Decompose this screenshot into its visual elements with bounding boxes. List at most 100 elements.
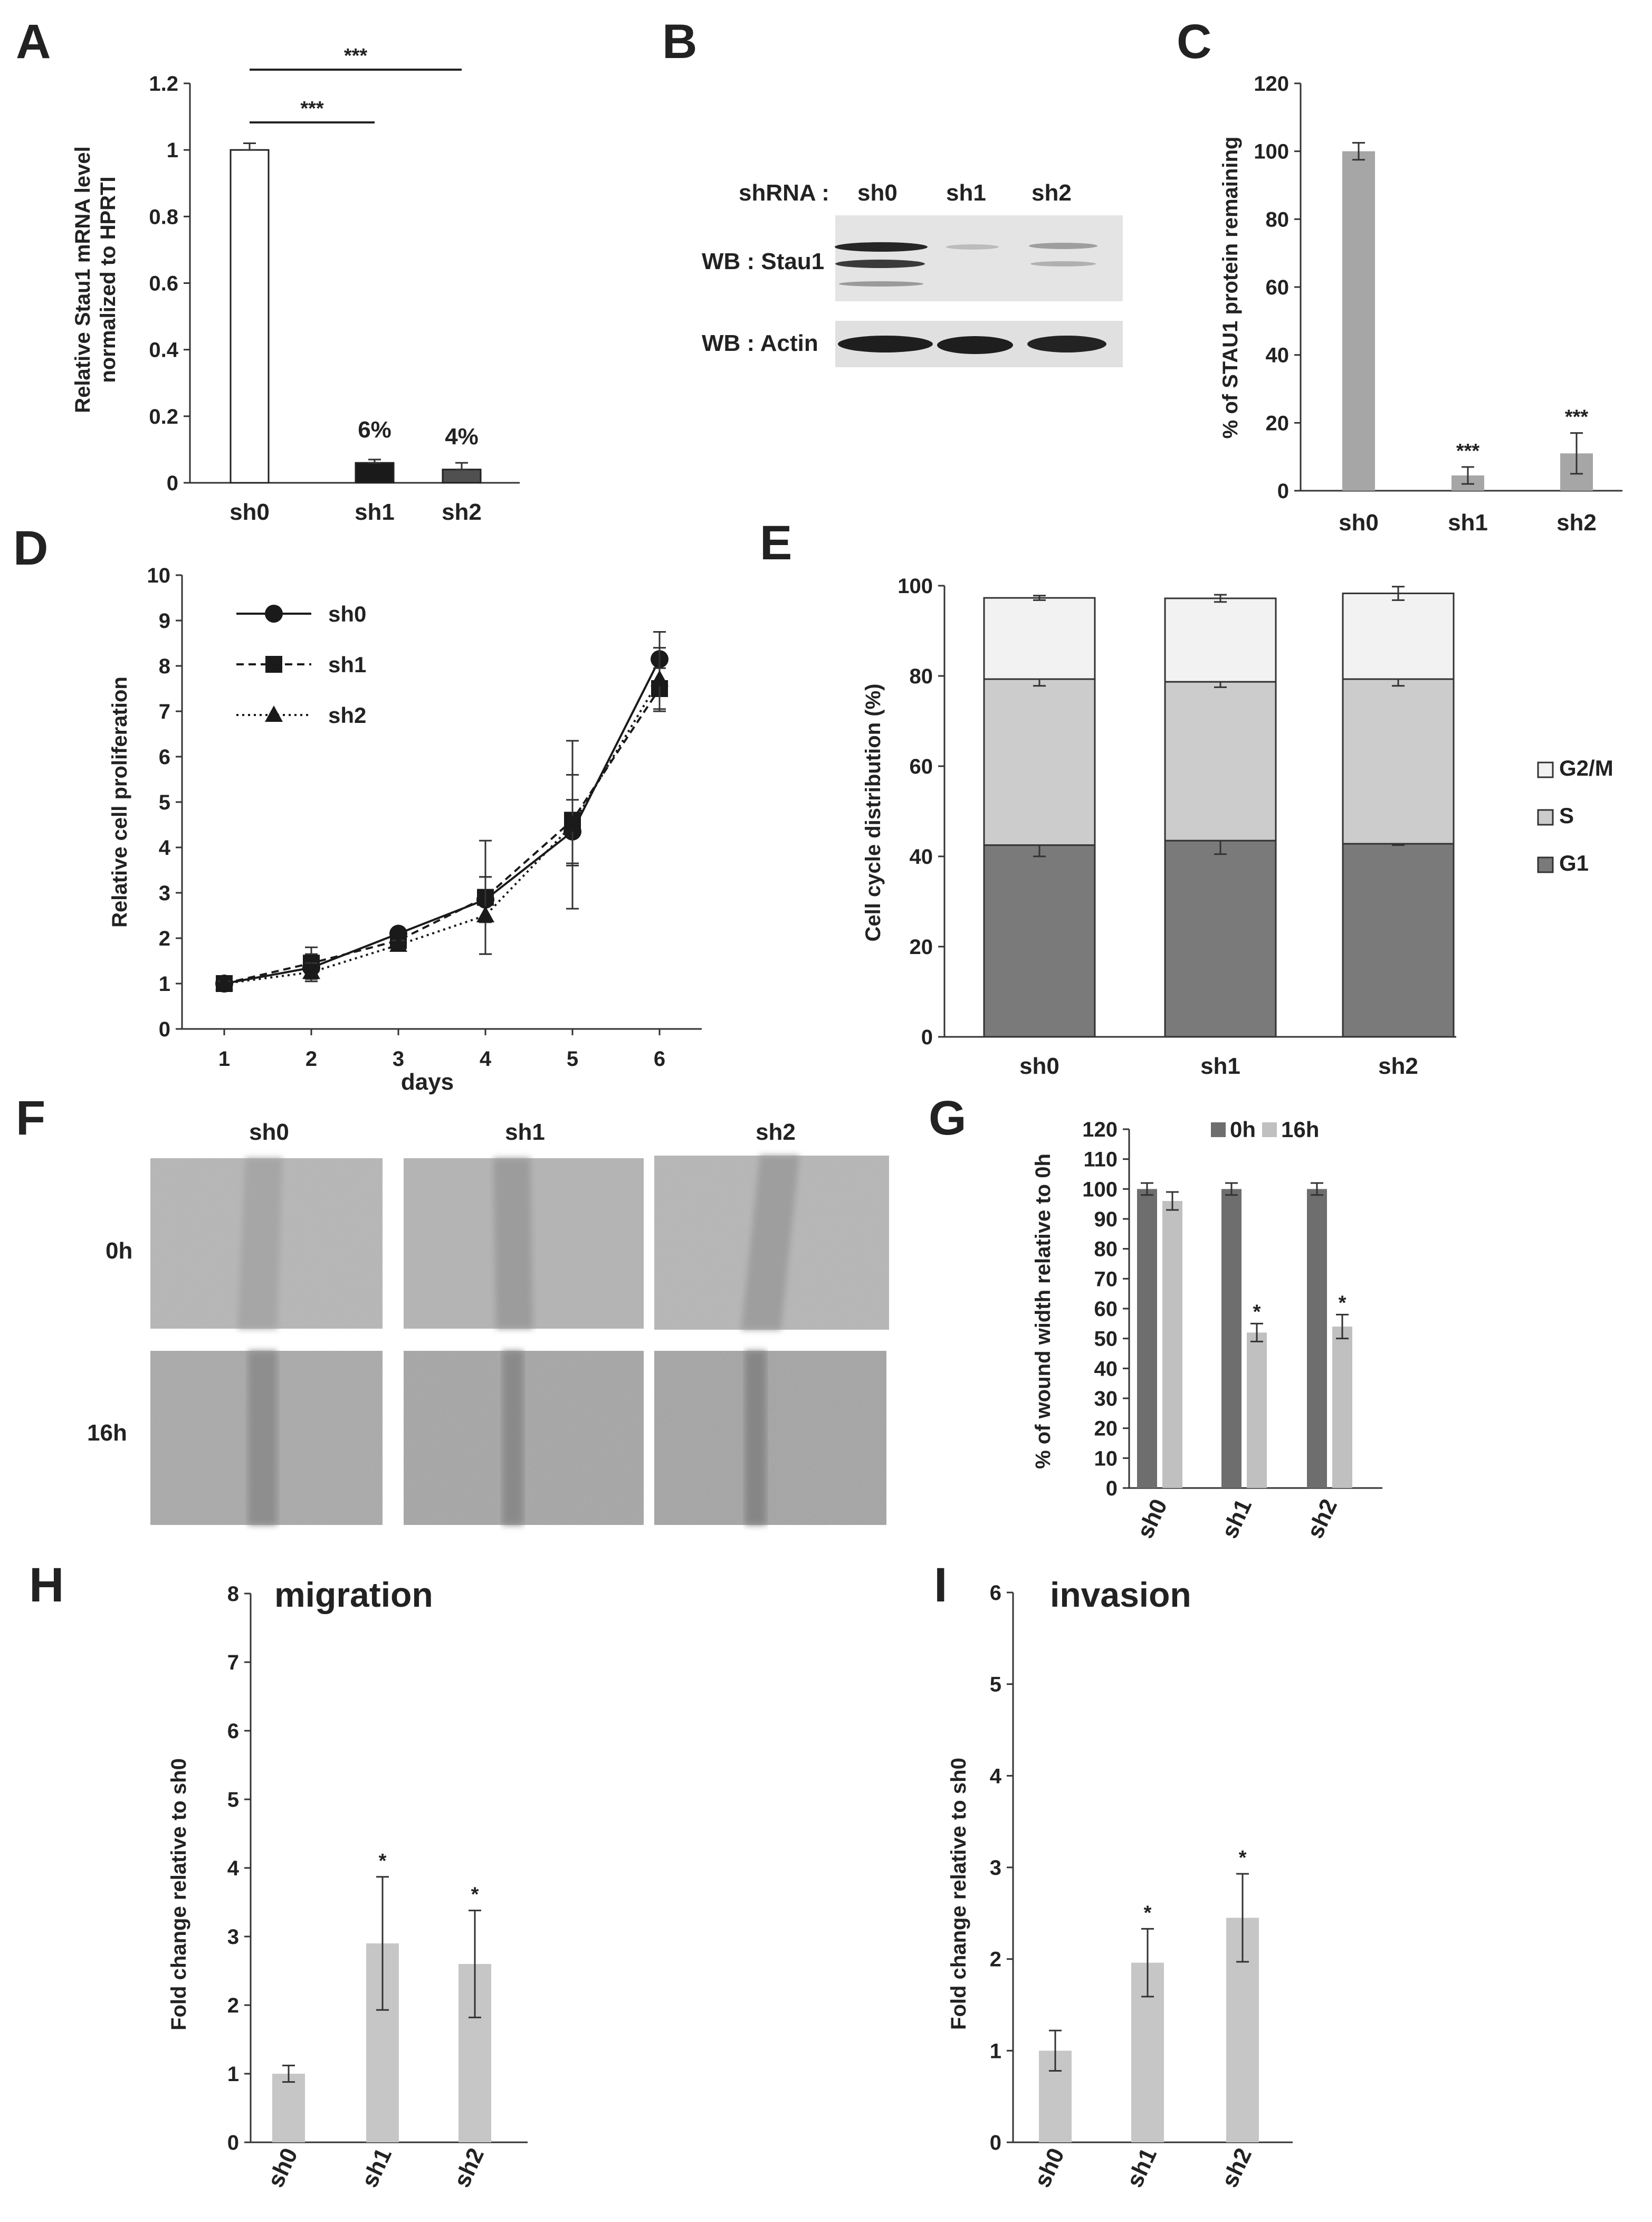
g-y-tick-label: 100 <box>1082 1178 1118 1201</box>
chart-d: 0 1 2 3 4 5 6 7 8 9 10 Relative cell proliferation 1… <box>108 564 702 1095</box>
d-y-tick-label: 5 <box>159 791 170 814</box>
d-legend-marker-sh0 <box>265 605 283 623</box>
d-x-tick-label: 4 <box>480 1047 492 1071</box>
micrograph-sh1-16h <box>404 1351 644 1525</box>
d-y-tick-label: 0 <box>159 1018 170 1041</box>
i-y-tick-label: 2 <box>990 1948 1001 1971</box>
g-x-tick-label: sh2 <box>1302 1495 1342 1542</box>
g-y-tick-label: 70 <box>1094 1267 1118 1291</box>
e-legend-swatch <box>1537 761 1554 778</box>
h-y-tick-label: 4 <box>227 1857 240 1880</box>
a-y-tick-label: 0.8 <box>149 205 178 228</box>
g-y-tick-label: 50 <box>1094 1328 1118 1351</box>
c-x-tick-label: sh0 <box>1339 510 1379 536</box>
d-legend-label: sh0 <box>328 602 366 626</box>
h-significance-label: * <box>379 1850 387 1872</box>
panel-letter-f: F <box>16 1091 45 1145</box>
d-point-sh2 <box>302 962 320 979</box>
i-y-tick-label: 6 <box>990 1581 1001 1605</box>
panel-letter-g: G <box>929 1091 967 1145</box>
d-legend-label: sh1 <box>328 652 366 677</box>
a-y-axis-label: Relative Stau1 mRNA level <box>71 146 94 413</box>
g-bar-0h-sh0 <box>1137 1189 1157 1488</box>
h-y-axis-label: Fold change relative to sh0 <box>167 1758 190 2030</box>
c-y-tick-label: 40 <box>1266 344 1290 367</box>
e-segment-G2/M <box>1164 597 1277 683</box>
d-x-tick-label: 5 <box>567 1047 578 1071</box>
panel-letter-e: E <box>760 516 792 570</box>
a-bar-sh0 <box>230 149 270 484</box>
h-x-tick-label: sh1 <box>357 2144 397 2191</box>
micro-col-sh2: sh2 <box>756 1119 796 1145</box>
c-y-tick-label: 0 <box>1277 480 1289 503</box>
i-y-tick-label: 0 <box>990 2131 1001 2154</box>
blot-actin-band-sh0 <box>838 336 933 352</box>
d-point-sh2 <box>476 906 494 922</box>
panel-letter-d: D <box>13 521 48 575</box>
blot-stau1-membrane <box>835 215 1123 301</box>
a-y-tick-label: 0.2 <box>149 405 178 428</box>
micrograph-sh2-16h <box>654 1351 886 1525</box>
e-y-tick-label: 60 <box>910 755 933 778</box>
micrograph-sh0-16h <box>150 1351 383 1525</box>
i-y-tick-label: 1 <box>990 2039 1001 2063</box>
i-y-tick-label: 5 <box>990 1673 1001 1696</box>
c-y-tick-label: 120 <box>1254 72 1289 96</box>
a-x-tick-label: sh0 <box>230 499 270 525</box>
d-y-tick-label: 3 <box>159 882 170 905</box>
micrograph-sh1-0h <box>404 1158 644 1329</box>
g-legend-label: 0h <box>1230 1117 1256 1142</box>
h-chart-title: migration <box>274 1575 433 1614</box>
c-y-tick-label: 60 <box>1266 276 1290 299</box>
d-y-tick-label: 6 <box>159 746 170 769</box>
h-significance-label: * <box>471 1884 479 1906</box>
blot-actin-band-sh2 <box>1027 336 1106 352</box>
i-significance-label: * <box>1144 1902 1152 1924</box>
panel-b-western-blot: shRNA : sh0 sh1 sh2 WB : Stau1 WB : Acti… <box>702 180 1123 367</box>
g-y-tick-label: 90 <box>1094 1208 1118 1231</box>
d-y-tick-label: 1 <box>159 972 170 996</box>
d-y-tick-label: 9 <box>159 609 170 633</box>
e-y-tick-label: 20 <box>910 936 933 959</box>
c-y-axis-label: % of STAU1 protein remaining <box>1219 137 1242 439</box>
blot-stau1-band-sh1 <box>946 244 999 250</box>
d-y-tick-label: 4 <box>159 836 171 860</box>
chart-c: 0 20 40 60 80 100 120 % of STAU1 protein remain… <box>1219 72 1622 536</box>
e-y-tick-label: 100 <box>897 575 933 598</box>
d-y-tick-label: 7 <box>159 700 170 723</box>
e-legend-label: G2/M <box>1559 756 1613 780</box>
e-segment-G2/M <box>1342 593 1455 680</box>
i-y-tick-label: 3 <box>990 1856 1001 1880</box>
d-x-axis-label: days <box>401 1069 454 1095</box>
panel-letter-a: A <box>16 15 51 69</box>
i-chart-title: invasion <box>1050 1575 1191 1614</box>
micro-row-16h: 16h <box>87 1420 127 1446</box>
i-x-tick-label: sh0 <box>1029 2144 1069 2191</box>
e-y-tick-label: 80 <box>910 665 933 688</box>
g-significance-label: * <box>1253 1301 1261 1323</box>
blot-lane-sh1: sh1 <box>946 180 986 206</box>
h-y-tick-label: 8 <box>227 1582 239 1606</box>
a-y-axis-label: normalized to HPRTI <box>97 176 120 383</box>
e-segment-G1 <box>1342 843 1455 1038</box>
a-significance-label: *** <box>300 98 324 120</box>
g-y-axis-label: % of wound width relative to 0h <box>1032 1153 1055 1469</box>
i-x-tick-label: sh1 <box>1122 2144 1162 2191</box>
c-bar-sh0 <box>1342 151 1375 491</box>
a-y-tick-label: 1.2 <box>149 72 178 96</box>
d-point-sh2 <box>564 815 581 832</box>
panel-letter-i: I <box>934 1558 948 1612</box>
e-x-tick-label: sh1 <box>1200 1053 1240 1079</box>
c-significance-label: *** <box>1456 440 1480 462</box>
g-bar-16h-sh1 <box>1247 1332 1267 1488</box>
h-y-tick-label: 3 <box>227 1925 239 1949</box>
e-legend-label: G1 <box>1559 851 1589 875</box>
c-x-tick-label: sh2 <box>1556 510 1597 536</box>
d-legend-marker-sh2 <box>265 705 283 722</box>
chart-a: 0 0.2 0.4 0.6 0.8 1 1.2 Relative Stau1 mRNA lev… <box>71 45 520 525</box>
i-significance-label: * <box>1239 1847 1247 1869</box>
g-y-tick-label: 10 <box>1094 1447 1118 1470</box>
chart-e: 0 20 40 60 80 100 Cell cycle distribution (%) s… <box>862 575 1613 1079</box>
e-segment-S <box>983 678 1096 846</box>
g-legend-label: 16h <box>1281 1117 1319 1142</box>
